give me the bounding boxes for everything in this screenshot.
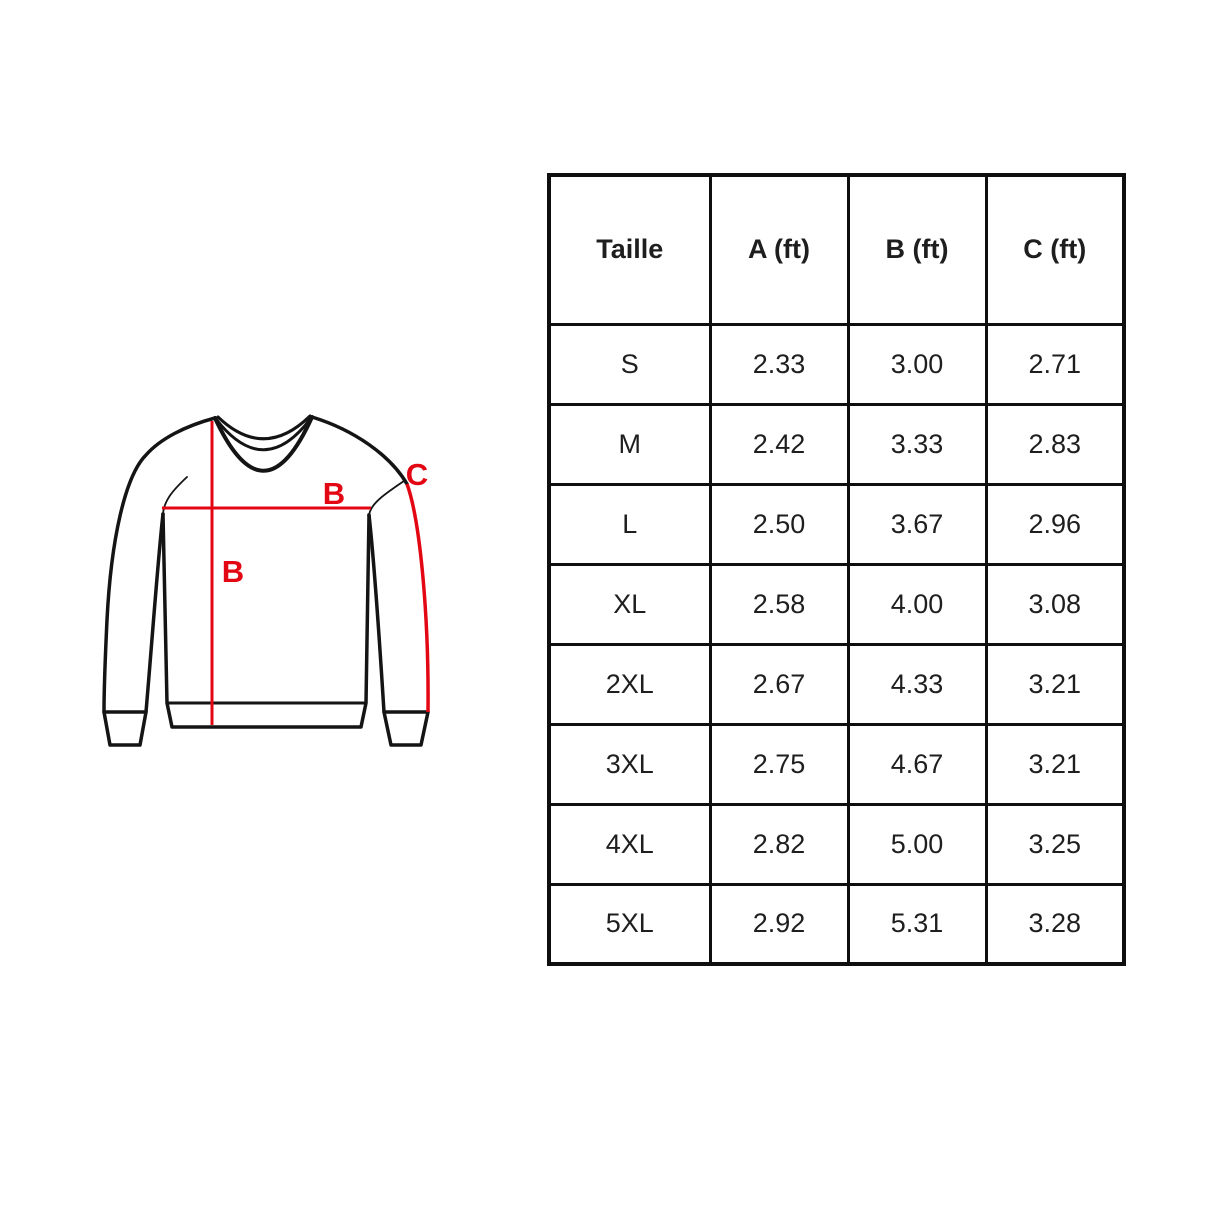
b-cell: 3.00 — [846, 322, 988, 406]
a-cell: 2.92 — [708, 882, 850, 966]
sweatshirt-illustration: B B C — [102, 414, 430, 747]
table-row: M 2.42 3.33 2.83 — [547, 402, 1126, 486]
a-cell: 2.42 — [708, 402, 850, 486]
right-inner-sleeve-outline — [367, 513, 386, 714]
left-inner-sleeve-outline — [144, 512, 165, 714]
size-cell: 5XL — [547, 882, 712, 966]
b-cell: 5.31 — [846, 882, 988, 966]
a-cell: 2.67 — [708, 642, 850, 726]
size-cell: 4XL — [547, 802, 712, 886]
c-cell: 2.96 — [984, 482, 1126, 566]
size-table-header: Taille A (ft) B (ft) C (ft) — [547, 173, 1126, 326]
table-row: XL 2.58 4.00 3.08 — [547, 562, 1126, 646]
header-row: Taille A (ft) B (ft) C (ft) — [547, 173, 1126, 326]
a-cell: 2.58 — [708, 562, 850, 646]
a-cell: 2.33 — [708, 322, 850, 406]
size-cell: S — [547, 322, 712, 406]
right-armhole-seam — [368, 480, 405, 516]
right-shoulder-outline — [310, 415, 409, 486]
size-cell: M — [547, 402, 712, 486]
collar-top-line — [216, 414, 312, 441]
body-length-label: B — [222, 554, 244, 589]
collar-outer-line — [213, 415, 314, 473]
col-header-a: A (ft) — [708, 173, 850, 326]
size-cell: 2XL — [547, 642, 712, 726]
right-cuff-outline — [382, 710, 430, 747]
size-table: Taille A (ft) B (ft) C (ft) S 2.33 3.00 … — [547, 173, 1126, 966]
collar-middle-line — [214, 416, 313, 452]
sweatshirt-measurement-diagram: B B C — [85, 395, 455, 770]
col-header-size: Taille — [547, 173, 712, 326]
a-cell: 2.75 — [708, 722, 850, 806]
size-cell: L — [547, 482, 712, 566]
size-cell: XL — [547, 562, 712, 646]
sweatshirt-silhouette-fill — [104, 417, 429, 745]
c-cell: 3.25 — [984, 802, 1126, 886]
b-cell: 4.67 — [846, 722, 988, 806]
chest-width-label: B — [323, 476, 345, 511]
sleeve-length-label: C — [406, 457, 428, 492]
c-cell: 3.21 — [984, 722, 1126, 806]
b-cell: 4.33 — [846, 642, 988, 726]
left-shoulder-sleeve-outline — [102, 416, 217, 714]
body-hem-outline — [161, 512, 371, 729]
sleeve-length-measure-line — [405, 483, 430, 713]
b-cell: 3.67 — [846, 482, 988, 566]
a-cell: 2.50 — [708, 482, 850, 566]
table-row: 2XL 2.67 4.33 3.21 — [547, 642, 1126, 726]
b-cell: 3.33 — [846, 402, 988, 486]
c-cell: 3.08 — [984, 562, 1126, 646]
size-cell: 3XL — [547, 722, 712, 806]
table-row: L 2.50 3.67 2.96 — [547, 482, 1126, 566]
a-cell: 2.82 — [708, 802, 850, 886]
table-row: 3XL 2.75 4.67 3.21 — [547, 722, 1126, 806]
c-cell: 3.21 — [984, 642, 1126, 726]
col-header-b: B (ft) — [846, 173, 988, 326]
left-cuff-outline — [102, 710, 148, 747]
table-row: S 2.33 3.00 2.71 — [547, 322, 1126, 406]
b-cell: 4.00 — [846, 562, 988, 646]
col-header-c: C (ft) — [984, 173, 1126, 326]
size-table-body: S 2.33 3.00 2.71 M 2.42 3.33 2.83 L 2.50… — [547, 322, 1126, 966]
table-row: 5XL 2.92 5.31 3.28 — [547, 882, 1126, 966]
table-row: 4XL 2.82 5.00 3.25 — [547, 802, 1126, 886]
b-cell: 5.00 — [846, 802, 988, 886]
left-armhole-seam — [162, 476, 188, 515]
c-cell: 3.28 — [984, 882, 1126, 966]
c-cell: 2.83 — [984, 402, 1126, 486]
c-cell: 2.71 — [984, 322, 1126, 406]
